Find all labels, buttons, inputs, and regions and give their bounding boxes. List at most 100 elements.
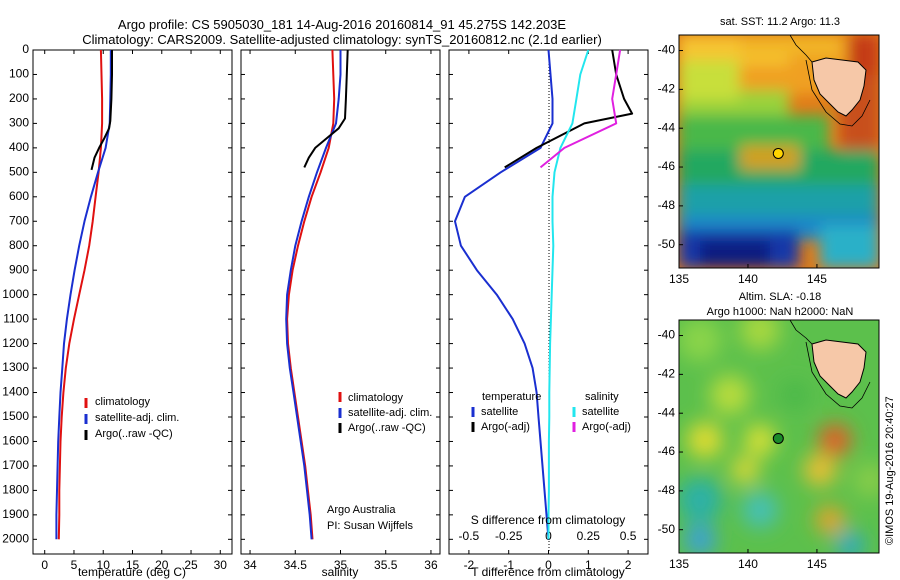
lat-tick-label: -40 [658,43,676,57]
x-tick-label: 36 [424,558,438,572]
legend-label-satellite: satellite-adj. clim. [348,407,432,419]
figure-title-line2: Climatology: CARS2009. Satellite-adjuste… [82,32,602,47]
depth-tick-label: 0 [22,42,29,56]
sst-lon-ticks: 135 140 145 [669,264,827,286]
s-difference-xlabel: S difference from climatology [471,513,626,527]
depth-tick-label: 1500 [2,409,29,423]
legend-label-argo: Argo(..raw -QC) [348,422,426,434]
s-tick-label: 0.5 [620,529,637,543]
series-line-argo-raw-qc- [90,50,113,171]
s-tick-label: 0.25 [577,529,601,543]
sla-map-panel: Altim. SLA: -0.18 Argo h1000: NaN h2000:… [658,291,880,571]
lat-tick-label: -46 [658,444,676,458]
temperature-axes [32,49,233,555]
sst-map-panel: sat. SST: 11.2 Argo: 11.3 [658,16,880,286]
s-tick-label: -0.25 [495,529,523,543]
lat-tick-label: -44 [658,405,676,419]
figure-title-line1: Argo profile: CS 5905030_181 14-Aug-2016… [118,17,566,32]
argo-position-marker [772,432,784,444]
sla-lon-ticks: 135 140 145 [669,549,827,571]
x-tick-label: 25 [184,558,198,572]
x-tick-label: 1 [585,558,592,572]
salinity-series [285,49,349,540]
x-tick-label: -1 [503,558,514,572]
lat-tick-label: -46 [658,159,676,173]
x-tick-label: 35.5 [374,558,398,572]
depth-tick-label: 1700 [2,458,29,472]
sst-map-title: sat. SST: 11.2 Argo: 11.3 [720,16,840,28]
sla-heatmap [679,320,879,553]
legend-label-s-argo: Argo(-adj) [582,421,631,433]
x-tick-label: 5 [71,558,78,572]
sst-heatmap [679,35,879,268]
series-line-satellite-adj-clim- [285,50,342,540]
shelf-contour [805,59,871,127]
legend-label-s-satellite: satellite [582,406,619,418]
shelf-contour [805,341,871,409]
series-line-satellite [454,49,554,540]
imos-timestamp: ©IMOS 19-Aug-2016 20:40:27 [884,396,896,545]
lat-tick-label: -42 [658,82,676,96]
temperature-xlabel: temperature (deg C) [78,565,186,579]
legend-title-salinity: salinity [585,391,619,403]
series-line-climatology [57,49,104,540]
legend-label-climatology: climatology [348,392,404,404]
t-difference-xlabel: T difference from climatology [471,565,625,579]
argo-australia-label: Argo Australia [327,504,396,516]
lat-tick-label: -50 [658,237,676,251]
lon-tick-label: 135 [669,272,689,286]
depth-tick-label: 1900 [2,507,29,521]
series-line-salinity-satellite [547,49,590,540]
salinity-legend: climatology satellite-adj. clim. Argo(..… [338,392,432,434]
x-tick-label: 34.5 [284,558,308,572]
depth-tick-label: 1800 [2,483,29,497]
tasmania-land [811,57,867,117]
sla-map-axes [678,319,880,554]
temperature-legend: climatology satellite-adj. clim. Argo(..… [84,396,179,440]
x-tick-label: 20 [155,558,169,572]
lat-tick-label: -40 [658,328,676,342]
sla-map-title: Altim. SLA: -0.18 [739,291,822,303]
depth-tick-label: 200 [9,91,29,105]
shelf-contour [789,320,813,345]
difference-series [454,49,634,540]
legend-label-argo: Argo(..raw -QC) [95,428,173,440]
salinity-axes [240,49,441,555]
x-tick-label: 15 [126,558,140,572]
x-tick-label: -2 [464,558,475,572]
temperature-series [55,49,113,540]
depth-tick-label: 1200 [2,336,29,350]
depth-tick-label: 1600 [2,434,29,448]
tasmania-land [811,339,867,399]
lon-tick-label: 145 [807,272,827,286]
depth-tick-label: 400 [9,140,29,154]
legend-label-t-argo: Argo(-adj) [481,421,530,433]
salinity-xlabel: salinity [322,565,359,579]
lat-tick-label: -48 [658,198,676,212]
temperature-ticks: 0 5 10 15 20 25 30 [41,50,227,572]
depth-tick-label: 1300 [2,360,29,374]
lat-tick-label: -44 [658,120,676,134]
depth-tick-label: 800 [9,238,29,252]
lon-tick-label: 140 [738,557,758,571]
lon-tick-label: 145 [807,557,827,571]
depth-tick-label: 1400 [2,385,29,399]
salinity-ticks: 34 34.5 35 35.5 36 [243,50,438,572]
pi-label: PI: Susan Wijffels [327,520,413,532]
depth-tick-label: 100 [9,67,29,81]
legend-label-t-satellite: satellite [481,406,518,418]
depth-tick-label: 2000 [2,531,29,545]
x-tick-label: 0 [41,558,48,572]
x-tick-label: 0 [545,558,552,572]
sla-map-subtitle: Argo h1000: NaN h2000: NaN [707,306,854,318]
shelf-contour [789,35,813,63]
x-tick-label: 35 [334,558,348,572]
lon-tick-label: 140 [738,272,758,286]
salinity-depth-ticks [241,49,440,540]
legend-label-satellite: satellite-adj. clim. [95,412,179,424]
difference-panel: -2 -1 0 1 2 -0.5 -0.25 0 0.25 0.5 T difference f… [448,49,649,579]
depth-tick-label: 700 [9,213,29,227]
sst-map-axes [678,34,880,269]
lon-tick-label: 135 [669,557,689,571]
depth-tick-label: 500 [9,165,29,179]
